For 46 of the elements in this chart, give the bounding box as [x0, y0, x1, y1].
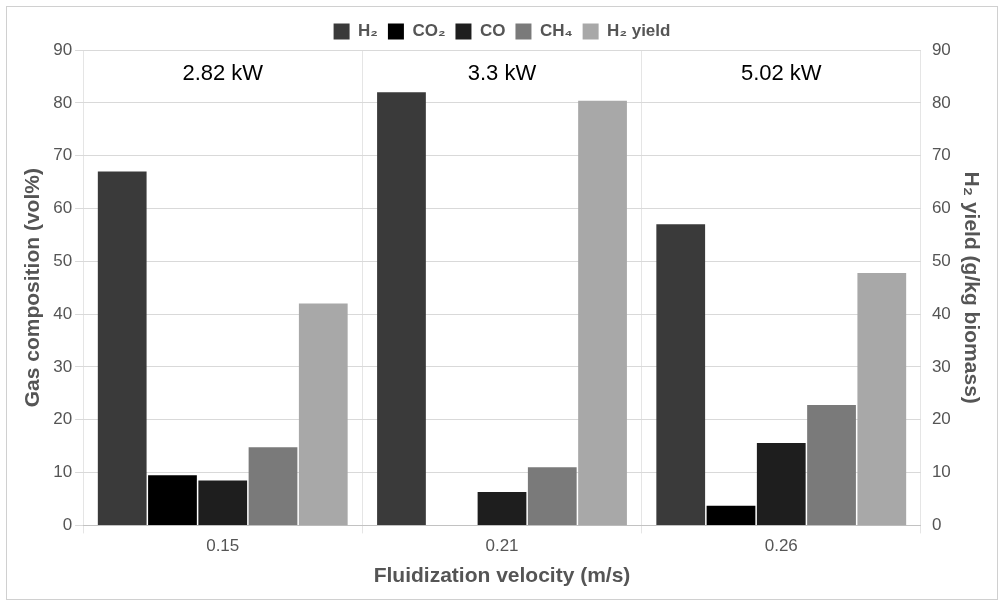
y-tick-label: 10 [53, 462, 73, 482]
y2-tick-label: 40 [931, 303, 951, 323]
bar [578, 100, 627, 526]
bar [148, 475, 197, 525]
legend-label: CO₂ [412, 21, 446, 41]
x-tick-label: 0.21 [485, 536, 519, 556]
bar [477, 492, 527, 525]
y2-tick-label: 70 [931, 145, 951, 165]
legend-label: CO [479, 21, 506, 41]
y2-tick-label: 10 [931, 462, 951, 482]
bar [527, 467, 577, 525]
y-tick-label: 20 [53, 409, 73, 429]
bar [298, 303, 348, 526]
annotation: 5.02 kW [740, 60, 822, 86]
y-tick-label: 60 [53, 198, 73, 218]
y-tick-label: 90 [53, 39, 73, 59]
y-tick-label: 50 [53, 250, 73, 270]
annotation: 3.3 kW [467, 60, 537, 86]
y-tick-label: 0 [62, 515, 73, 535]
y-axis-title: Gas composition (vol%) [20, 168, 44, 408]
annotation: 2.82 kW [182, 60, 264, 86]
y2-tick-label: 60 [931, 198, 951, 218]
bar [97, 171, 147, 525]
y2-tick-label: 80 [931, 92, 951, 112]
y2-tick-label: 30 [931, 356, 951, 376]
y-tick-label: 70 [53, 145, 73, 165]
bar [656, 224, 706, 525]
bar [857, 272, 907, 526]
y2-tick-label: 50 [931, 250, 951, 270]
x-tick-label: 0.26 [764, 536, 798, 556]
y-tick-label: 40 [53, 303, 73, 323]
y2-tick-label: 0 [931, 515, 942, 535]
legend-label: H₂ [358, 21, 378, 41]
y2-axis-title: H₂ yield (g/kg biomass) [960, 171, 984, 404]
bar [756, 443, 806, 525]
x-axis-title: Fluidization velocity (m/s) [373, 563, 631, 587]
y2-tick-label: 20 [931, 409, 951, 429]
bar [198, 480, 248, 525]
legend-label: H₂ yield [607, 21, 671, 41]
y-tick-label: 80 [53, 92, 73, 112]
x-tick-label: 0.15 [206, 536, 240, 556]
bar [706, 505, 756, 525]
legend-label: CH₄ [539, 21, 573, 41]
y-tick-label: 30 [53, 356, 73, 376]
y2-tick-label: 90 [931, 39, 951, 59]
bar [377, 92, 426, 525]
